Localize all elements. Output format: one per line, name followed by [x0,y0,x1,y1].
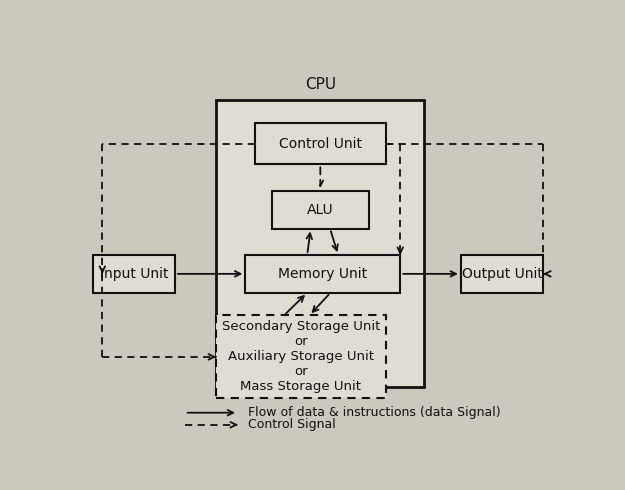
Bar [216,316,386,398]
Text: ALU: ALU [307,203,334,217]
Text: Output Unit: Output Unit [461,267,542,281]
Text: Input Unit: Input Unit [99,267,168,281]
Text: Memory Unit: Memory Unit [278,267,368,281]
Bar [255,123,386,165]
Text: Secondary Storage Unit
or
Auxiliary Storage Unit
or
Mass Storage Unit: Secondary Storage Unit or Auxiliary Stor… [222,320,380,393]
Bar [92,255,175,293]
Bar [461,255,543,293]
Text: CPU: CPU [305,77,336,92]
Text: Flow of data & instructions (data Signal): Flow of data & instructions (data Signal… [248,406,500,419]
Bar [272,191,369,228]
Bar [245,255,400,293]
Text: Control Signal: Control Signal [248,418,336,431]
Text: Control Unit: Control Unit [279,137,362,151]
Bar [216,100,424,387]
